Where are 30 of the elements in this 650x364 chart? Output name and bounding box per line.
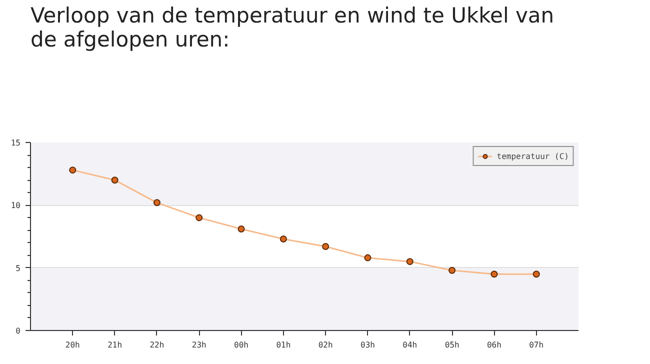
- x-tick-label: 04h: [402, 340, 418, 350]
- chart-title: Verloop van de temperatuur en wind te Ukkel van de afgelopen uren:: [30, 4, 554, 52]
- point: [406, 258, 414, 266]
- y-tick-label: 0: [16, 326, 21, 336]
- point: [196, 214, 203, 222]
- point: [153, 199, 160, 206]
- point: [111, 176, 118, 184]
- x-tick-label: 07h: [529, 340, 544, 350]
- x-tick-label: 01h: [276, 340, 291, 350]
- y-tick-label: 5: [16, 264, 21, 273]
- y-tick-label: 15: [10, 138, 21, 148]
- y-tick-label: 10: [10, 201, 21, 210]
- x-tick-label: 00h: [234, 340, 249, 350]
- legend-label: temperatuur (C): [496, 151, 569, 161]
- point: [238, 225, 245, 232]
- point: [322, 243, 330, 250]
- point: [490, 270, 498, 278]
- point: [69, 166, 76, 174]
- x-tick-label: 20h: [65, 340, 80, 350]
- x-tick-label: 03h: [360, 340, 376, 350]
- x-tick-label: 02h: [318, 340, 333, 350]
- x-tick-label: 22h: [150, 340, 164, 350]
- point: [364, 254, 372, 262]
- x-tick-label: 23h: [192, 340, 207, 350]
- x-tick-label: 05h: [444, 340, 460, 350]
- x-tick-label: 21h: [108, 340, 122, 350]
- point: [532, 270, 540, 278]
- x-tick-label: 06h: [486, 340, 502, 350]
- point: [448, 266, 456, 274]
- point: [280, 236, 287, 242]
